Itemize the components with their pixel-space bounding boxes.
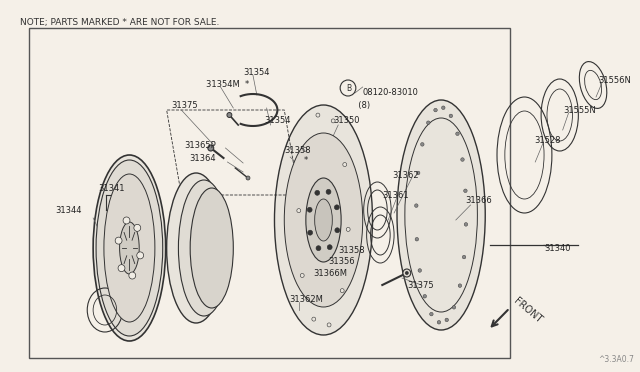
Ellipse shape (104, 174, 155, 322)
Text: 31354: 31354 (243, 67, 269, 77)
Text: 31365P: 31365P (184, 141, 216, 150)
Circle shape (334, 205, 339, 210)
Circle shape (415, 237, 419, 241)
Text: 31340: 31340 (544, 244, 570, 253)
Text: FRONT: FRONT (511, 296, 543, 325)
Circle shape (437, 320, 441, 324)
Circle shape (327, 245, 332, 250)
Text: NOTE; PARTS MARKED * ARE NOT FOR SALE.: NOTE; PARTS MARKED * ARE NOT FOR SALE. (20, 18, 219, 27)
Ellipse shape (306, 178, 341, 262)
Ellipse shape (190, 188, 234, 308)
Circle shape (208, 145, 214, 151)
Circle shape (461, 158, 464, 161)
Text: 31361: 31361 (382, 190, 409, 199)
Circle shape (463, 189, 467, 193)
Text: 31362: 31362 (392, 170, 419, 180)
Text: (8): (8) (353, 100, 370, 109)
Circle shape (420, 142, 424, 146)
Text: 31358: 31358 (338, 246, 365, 254)
Text: 31375: 31375 (172, 100, 198, 109)
Text: 31356: 31356 (328, 257, 355, 266)
Text: 31358: 31358 (284, 145, 311, 154)
Circle shape (429, 312, 433, 316)
Text: 31366M: 31366M (314, 269, 348, 279)
Bar (29, 28, 509, 358)
Circle shape (343, 163, 347, 167)
Circle shape (456, 132, 460, 135)
Text: 31556N: 31556N (598, 76, 631, 84)
Circle shape (335, 228, 340, 233)
Circle shape (300, 273, 304, 278)
Circle shape (346, 227, 350, 231)
Circle shape (307, 207, 312, 212)
Text: 31366: 31366 (466, 196, 492, 205)
Circle shape (340, 289, 344, 293)
Circle shape (405, 272, 408, 275)
Circle shape (415, 204, 418, 208)
Text: B: B (346, 83, 351, 93)
Circle shape (308, 230, 312, 235)
Circle shape (129, 272, 136, 279)
Text: ^3.3A0.7: ^3.3A0.7 (598, 356, 634, 365)
Text: 08120-83010: 08120-83010 (363, 87, 419, 96)
Text: 31344: 31344 (55, 205, 81, 215)
Circle shape (332, 119, 335, 123)
Text: 31528: 31528 (534, 135, 561, 144)
Circle shape (434, 108, 437, 112)
Text: 31350: 31350 (333, 115, 360, 125)
Circle shape (423, 295, 426, 298)
Circle shape (417, 171, 420, 175)
Text: 31375: 31375 (407, 280, 433, 289)
Circle shape (462, 255, 466, 259)
Circle shape (442, 106, 445, 109)
Circle shape (327, 323, 331, 327)
Circle shape (115, 237, 122, 244)
Circle shape (316, 246, 321, 251)
Circle shape (403, 269, 411, 277)
Ellipse shape (275, 105, 372, 335)
Text: 31362M: 31362M (289, 295, 323, 305)
Ellipse shape (93, 155, 166, 341)
Text: 31364: 31364 (189, 154, 216, 163)
Circle shape (316, 113, 320, 117)
Circle shape (418, 269, 422, 272)
Ellipse shape (120, 222, 139, 274)
Text: 31341: 31341 (98, 183, 125, 192)
Circle shape (312, 317, 316, 321)
Text: *: * (304, 155, 308, 164)
Circle shape (315, 190, 320, 195)
Circle shape (137, 252, 143, 259)
Text: 31555N: 31555N (564, 106, 596, 115)
Circle shape (452, 305, 456, 309)
Ellipse shape (166, 173, 225, 323)
Circle shape (445, 318, 449, 322)
Ellipse shape (96, 160, 163, 336)
Text: 31354: 31354 (265, 115, 291, 125)
Circle shape (326, 189, 331, 194)
Circle shape (118, 264, 125, 272)
Circle shape (449, 114, 452, 118)
Circle shape (458, 284, 461, 288)
Circle shape (246, 176, 250, 180)
Text: 31354M  *: 31354M * (206, 80, 249, 89)
Circle shape (303, 147, 307, 151)
Ellipse shape (397, 100, 485, 330)
Circle shape (464, 222, 468, 226)
Ellipse shape (284, 133, 363, 307)
Circle shape (134, 224, 141, 231)
Ellipse shape (315, 199, 332, 241)
Circle shape (227, 112, 232, 118)
Circle shape (426, 121, 430, 125)
Circle shape (123, 217, 130, 224)
Circle shape (297, 209, 301, 213)
Ellipse shape (179, 180, 229, 316)
